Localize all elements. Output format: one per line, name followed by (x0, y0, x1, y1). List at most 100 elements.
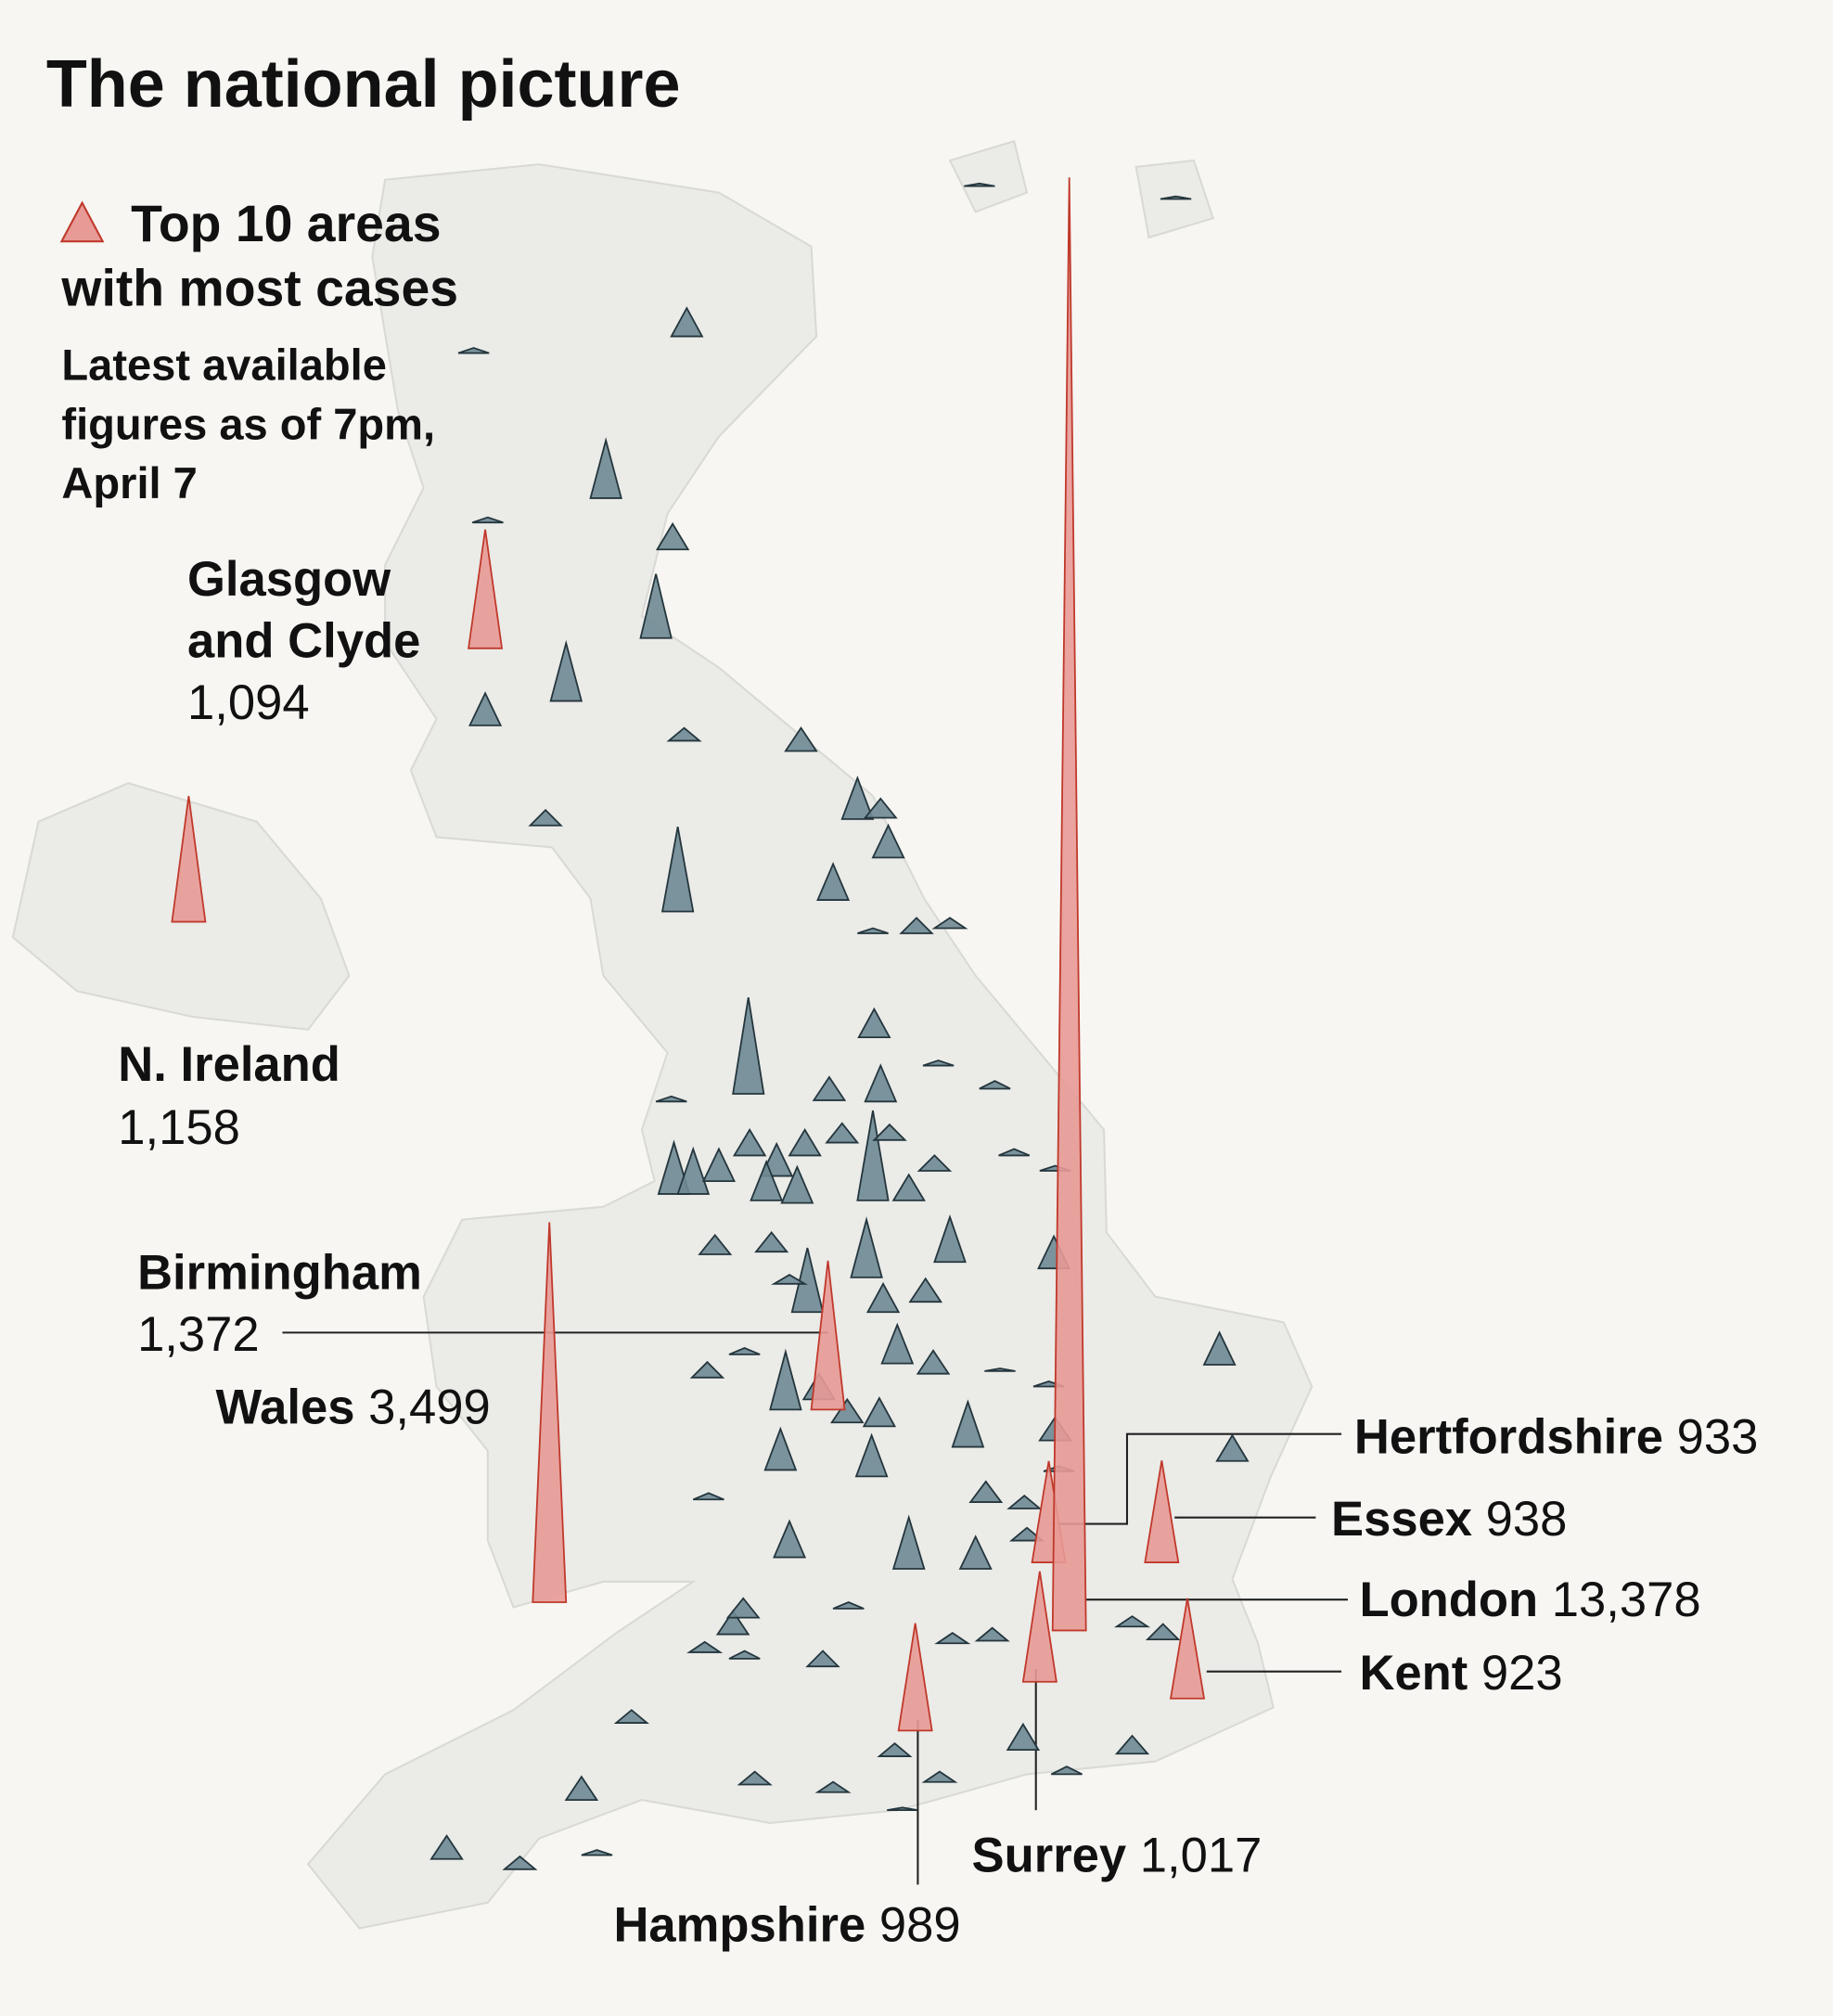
area-name: London (1359, 1573, 1539, 1628)
top-area-marker (1051, 177, 1087, 1632)
area-marker (865, 1281, 901, 1314)
area-marker (862, 1396, 897, 1428)
area-marker (788, 1128, 822, 1157)
area-marker (916, 1154, 953, 1172)
title: The national picture (45, 47, 681, 122)
area-marker (692, 1492, 724, 1501)
top-area-marker (1169, 1598, 1206, 1700)
area-name: Hertfordshire (1353, 1410, 1664, 1465)
area-marker (589, 437, 622, 499)
area-marker (1006, 1722, 1041, 1752)
area-value: 1,372 (137, 1308, 260, 1363)
area-marker (769, 1348, 802, 1411)
area-marker (816, 862, 851, 901)
area-marker (728, 1650, 761, 1660)
area-marker (891, 1173, 926, 1201)
area-marker (701, 1147, 736, 1182)
leader-line (1052, 1432, 1342, 1525)
area-value: 938 (1485, 1493, 1568, 1547)
area-marker (763, 1426, 798, 1471)
area-marker (1145, 1623, 1181, 1641)
area-marker (812, 1075, 847, 1101)
area-marker (856, 1110, 890, 1201)
area-marker (968, 1480, 1004, 1503)
area-marker (737, 1770, 773, 1786)
area-marker (457, 347, 490, 354)
area-marker (1006, 1494, 1043, 1509)
area-label: Wales 3,499 (215, 1378, 490, 1439)
area-value: 923 (1480, 1647, 1563, 1701)
area-marker (998, 1148, 1031, 1157)
area-marker (728, 1347, 761, 1355)
area-value: 3,499 (368, 1380, 491, 1436)
top-area-marker (171, 795, 207, 923)
area-value: 933 (1676, 1410, 1759, 1465)
area-marker (951, 1399, 985, 1448)
orkney (948, 139, 1029, 213)
area-marker (689, 1360, 725, 1379)
area-marker (698, 1233, 733, 1255)
area-marker (1202, 1330, 1237, 1366)
area-value: 13,378 (1551, 1573, 1701, 1628)
area-marker (655, 1095, 687, 1103)
area-marker (639, 573, 673, 639)
area-marker (933, 1214, 967, 1264)
area-name: Glasgow and Clyde (187, 553, 421, 669)
area-name: Wales (215, 1380, 355, 1436)
area-marker (754, 1231, 789, 1253)
legend-marker (59, 200, 105, 243)
area-label: Hampshire 989 (613, 1894, 960, 1956)
area-marker (931, 917, 968, 930)
area-marker (857, 927, 889, 934)
area-marker (666, 726, 702, 742)
area-marker (863, 797, 898, 819)
area-name: Hampshire (613, 1898, 866, 1953)
area-marker (958, 1534, 993, 1570)
area-marker (1114, 1734, 1150, 1755)
area-marker (732, 997, 765, 1095)
area-marker (922, 1059, 955, 1067)
area-marker (771, 1274, 808, 1285)
area-label: Surrey 1,017 (972, 1826, 1263, 1887)
area-marker (830, 1397, 865, 1424)
area-name: Birmingham (137, 1246, 422, 1301)
area-marker (891, 1514, 926, 1570)
area-marker (814, 1780, 852, 1793)
area-marker (784, 726, 818, 752)
area-marker (660, 827, 695, 913)
area-marker (864, 1063, 898, 1103)
area-marker (984, 1368, 1016, 1372)
area-marker (974, 1626, 1010, 1642)
area-marker (750, 1159, 784, 1201)
area-marker (1050, 1766, 1083, 1776)
top-area-marker (1144, 1460, 1180, 1563)
area-marker (1160, 195, 1192, 200)
area-marker (676, 1146, 711, 1195)
area-marker (934, 1632, 971, 1645)
area-marker (832, 1601, 865, 1610)
area-value: 1,158 (118, 1101, 240, 1156)
area-marker (1113, 1615, 1151, 1628)
area-marker (877, 1742, 913, 1757)
top-area-marker (897, 1623, 933, 1732)
area-marker (468, 691, 503, 726)
area-marker (964, 182, 995, 187)
area-marker (850, 1216, 883, 1278)
area-name: Surrey (971, 1829, 1127, 1884)
area-marker (979, 1080, 1011, 1090)
subtitle: Latest available figures as of 7pm, Apri… (61, 341, 436, 508)
area-marker (670, 306, 704, 338)
area-marker (840, 776, 875, 820)
area-marker (429, 1834, 464, 1860)
area-marker (916, 1349, 951, 1375)
area-value: 1,094 (187, 676, 310, 731)
area-name: Kent (1359, 1647, 1468, 1701)
area-marker (502, 1855, 538, 1870)
area-marker (613, 1709, 649, 1724)
area-marker (1215, 1433, 1250, 1462)
area-value: 1,017 (1139, 1829, 1263, 1884)
area-label: London 13,378 (1359, 1570, 1700, 1631)
legend-label: Top 10 areas with most cases (61, 196, 459, 317)
area-label: Essex 938 (1331, 1489, 1567, 1550)
